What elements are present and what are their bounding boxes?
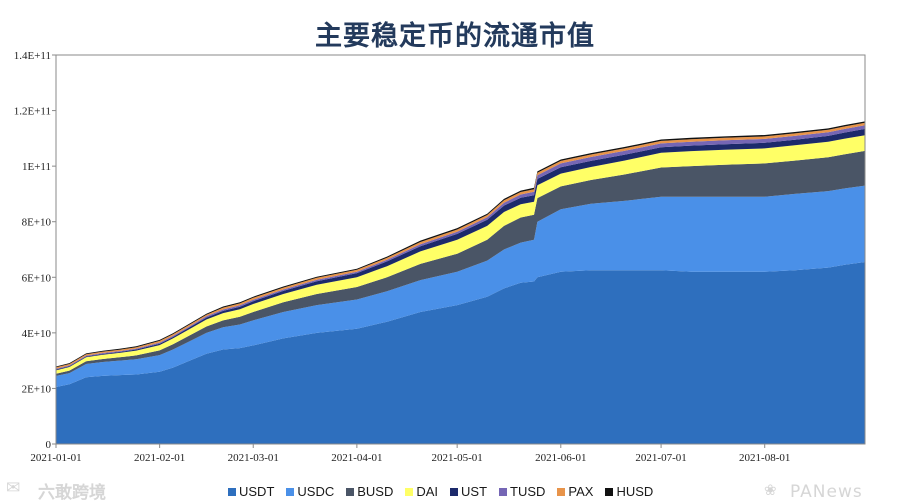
y-tick-label: 8E+10 <box>22 217 52 229</box>
legend-swatch <box>450 487 459 496</box>
y-tick-label: 1E+11 <box>22 161 51 173</box>
chart-title: 主要稳定币的流通市值 <box>315 21 595 52</box>
legend-item-usdc: USDC <box>286 484 334 499</box>
y-tick-label: 1.4E+11 <box>14 50 51 62</box>
y-tick-label: 0 <box>46 439 52 451</box>
watermark-logo-icon: ✉ <box>6 478 21 498</box>
area-usdt <box>56 262 865 444</box>
x-tick-label: 2021-07-01 <box>635 452 686 464</box>
legend-item-busd: BUSD <box>346 484 393 499</box>
legend-item-ust: UST <box>450 484 487 499</box>
area-usdc <box>56 185 865 387</box>
x-tick-label: 2021-02-01 <box>134 452 185 464</box>
legend-item-pax: PAX <box>557 484 593 499</box>
area-busd <box>56 150 865 376</box>
watermark-flower-icon: ❀ <box>764 481 777 499</box>
x-tick-label: 2021-03-01 <box>228 452 279 464</box>
legend-label: UST <box>461 484 488 499</box>
y-tick-label: 6E+10 <box>22 272 52 284</box>
legend-label: TUSD <box>510 484 546 499</box>
watermark-left: 六敢跨境 <box>38 483 106 503</box>
chart-legend: USDT USDC BUSD DAI UST TUSD PAX HUSD <box>228 484 653 499</box>
legend-label: BUSD <box>357 484 394 499</box>
axes-layer: 0 2E+10 4E+10 6E+10 8E+10 1E+11 1.2E+11 1.4E+11… <box>14 50 866 464</box>
watermark-right: PANews <box>790 482 863 502</box>
legend-swatch <box>605 487 614 496</box>
plot-frame <box>55 54 866 445</box>
y-tick-label: 4E+10 <box>22 328 52 340</box>
legend-swatch <box>499 487 508 496</box>
legend-swatch <box>228 487 236 496</box>
legend-label: HUSD <box>616 484 654 499</box>
legend-label: USDT <box>239 484 275 499</box>
legend-label: PAX <box>568 484 594 499</box>
legend-item-tusd: TUSD <box>499 484 545 499</box>
x-tick-label: 2021-06-01 <box>535 452 586 464</box>
area-dai <box>56 135 865 374</box>
legend-label: USDC <box>297 484 335 499</box>
y-tick-label: 1.2E+11 <box>14 106 51 118</box>
x-tick-label: 2021-04-01 <box>331 452 382 464</box>
legend-item-dai: DAI <box>405 484 438 499</box>
legend-swatch <box>405 487 414 496</box>
legend-swatch <box>557 487 566 496</box>
legend-item-husd: HUSD <box>605 484 653 499</box>
legend-swatch <box>286 487 295 496</box>
y-tick-label: 2E+10 <box>22 383 52 395</box>
legend-label: DAI <box>416 484 439 499</box>
legend-swatch <box>346 487 355 496</box>
x-tick-label: 2021-08-01 <box>739 452 790 464</box>
x-tick-label: 2021-01-01 <box>30 452 81 464</box>
x-tick-label: 2021-05-01 <box>431 452 482 464</box>
legend-item-usdt: USDT <box>228 484 274 499</box>
areas-layer <box>56 121 865 444</box>
